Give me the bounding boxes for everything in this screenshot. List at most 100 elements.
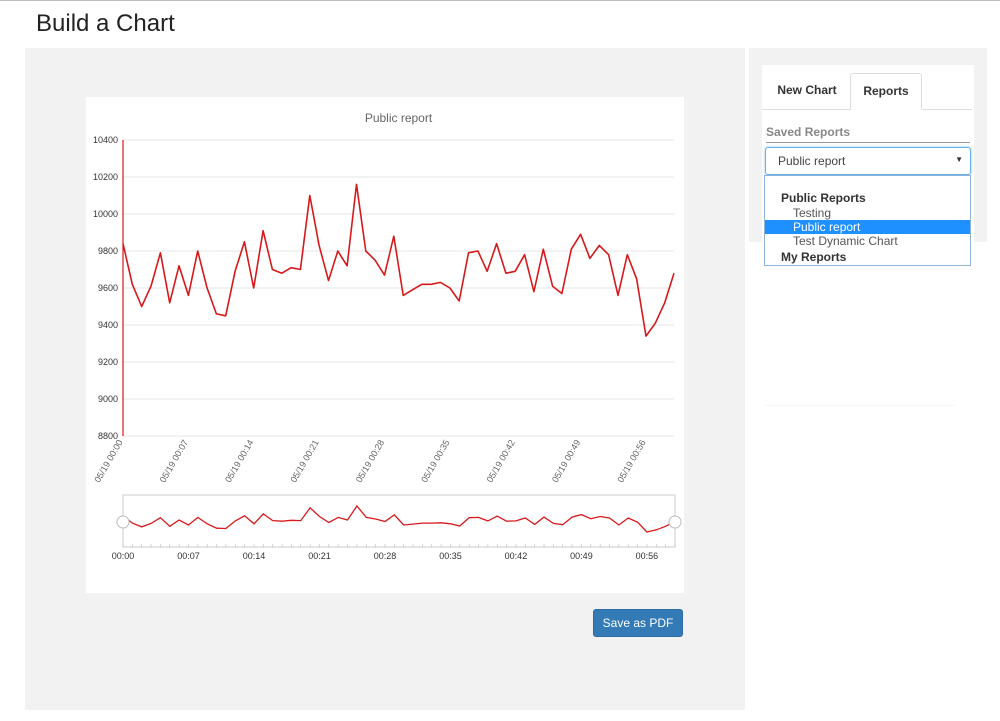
data-point[interactable] [325, 278, 331, 284]
data-point[interactable] [176, 263, 182, 269]
navigator-tick-label: 00:42 [505, 551, 528, 561]
navigator-tick-label: 00:07 [177, 551, 200, 561]
option-testing[interactable]: Testing [765, 206, 970, 220]
data-point[interactable] [419, 281, 425, 287]
x-tick-label: 05/19 00:42 [485, 438, 517, 484]
data-point[interactable] [353, 181, 359, 187]
data-point[interactable] [550, 283, 556, 289]
data-point[interactable] [671, 270, 677, 276]
data-point[interactable] [596, 242, 602, 248]
data-point[interactable] [344, 263, 350, 269]
navigator-tick-label: 00:21 [308, 551, 331, 561]
navigator-left-handle[interactable] [116, 515, 130, 529]
data-point[interactable] [139, 304, 145, 310]
data-point[interactable] [120, 241, 126, 247]
data-point[interactable] [157, 250, 163, 256]
data-point[interactable] [531, 289, 537, 295]
navigator-tick-label: 00:14 [243, 551, 266, 561]
caret-down-icon: ▼ [955, 155, 963, 164]
tab-reports[interactable]: Reports [850, 73, 922, 110]
page-title: Build a Chart [36, 10, 175, 37]
tab-new-chart[interactable]: New Chart [777, 83, 837, 97]
data-point[interactable] [363, 248, 369, 254]
data-point[interactable] [223, 313, 229, 319]
data-point[interactable] [568, 246, 574, 252]
saved-reports-select[interactable]: Public report ▼ [765, 147, 971, 175]
data-point[interactable] [381, 272, 387, 278]
data-point[interactable] [307, 193, 313, 199]
data-point[interactable] [269, 267, 275, 273]
data-point[interactable] [615, 292, 621, 298]
y-tick-label: 10400 [93, 135, 118, 145]
data-point[interactable] [148, 283, 154, 289]
data-point[interactable] [428, 281, 434, 287]
line-chart[interactable]: Public report 8800 9000 9200 9400 9600 9800 100… [86, 97, 684, 593]
tab-bar: New Chart Reports [762, 73, 972, 110]
data-point[interactable] [316, 242, 322, 248]
data-point[interactable] [494, 241, 500, 247]
option-label: Test Dynamic Chart [793, 234, 898, 248]
data-point[interactable] [288, 265, 294, 271]
data-point[interactable] [195, 248, 201, 254]
data-point[interactable] [578, 231, 584, 237]
data-point[interactable] [372, 257, 378, 263]
data-point[interactable] [484, 268, 490, 274]
data-point[interactable] [297, 267, 303, 273]
data-point[interactable] [400, 292, 406, 298]
data-point[interactable] [410, 287, 416, 293]
faint-divider [765, 405, 955, 406]
data-point[interactable] [634, 276, 640, 282]
data-point[interactable] [241, 239, 247, 245]
option-test-dynamic-chart[interactable]: Test Dynamic Chart [765, 234, 970, 248]
y-tick-label: 9600 [98, 283, 118, 293]
data-point[interactable] [466, 250, 472, 256]
navigator-tick-label: 00:35 [439, 551, 462, 561]
navigator-tick-label: 00:00 [112, 551, 135, 561]
y-tick-label: 9800 [98, 246, 118, 256]
data-point[interactable] [624, 252, 630, 258]
optgroup-my-reports: My Reports [781, 250, 847, 264]
data-point[interactable] [606, 252, 612, 258]
x-tick-label: 05/19 00:07 [158, 438, 190, 484]
data-point[interactable] [129, 281, 135, 287]
data-point[interactable] [279, 270, 285, 276]
navigator-tick-label: 00:49 [570, 551, 593, 561]
data-point[interactable] [559, 291, 565, 297]
data-point[interactable] [540, 246, 546, 252]
reports-dropdown-list[interactable]: Public Reports Testing Public report Tes… [764, 175, 971, 266]
data-point[interactable] [213, 311, 219, 317]
x-tick-label: 05/19 00:00 [92, 438, 124, 484]
data-point[interactable] [204, 285, 210, 291]
data-point[interactable] [232, 268, 238, 274]
data-point[interactable] [251, 285, 257, 291]
option-public-report[interactable]: Public report [765, 220, 970, 234]
data-point[interactable] [587, 255, 593, 261]
x-tick-label: 05/19 00:49 [550, 438, 582, 484]
data-point[interactable] [167, 300, 173, 306]
chart-container: Public report 8800 9000 9200 9400 9600 9800 100… [86, 97, 684, 593]
navigator-tick-label: 00:56 [636, 551, 659, 561]
navigator-right-handle[interactable] [668, 515, 682, 529]
data-point[interactable] [652, 320, 658, 326]
data-point[interactable] [185, 292, 191, 298]
save-as-pdf-button[interactable]: Save as PDF [593, 609, 683, 637]
data-point[interactable] [662, 300, 668, 306]
data-point[interactable] [391, 233, 397, 239]
chart-title: Public report [365, 111, 433, 125]
data-point[interactable] [447, 285, 453, 291]
data-point[interactable] [512, 268, 518, 274]
data-point[interactable] [260, 228, 266, 234]
data-point[interactable] [456, 298, 462, 304]
x-tick-label: 05/19 00:21 [288, 438, 320, 484]
data-point[interactable] [438, 279, 444, 285]
y-tick-label: 10000 [93, 209, 118, 219]
data-point[interactable] [335, 248, 341, 254]
data-point[interactable] [475, 248, 481, 254]
series-line[interactable] [122, 183, 675, 337]
data-point[interactable] [643, 333, 649, 339]
data-point[interactable] [522, 252, 528, 258]
saved-reports-label: Saved Reports [766, 125, 851, 139]
data-point[interactable] [503, 270, 509, 276]
x-tick-label: 05/19 00:14 [223, 438, 255, 484]
y-tick-label: 9000 [98, 394, 118, 404]
